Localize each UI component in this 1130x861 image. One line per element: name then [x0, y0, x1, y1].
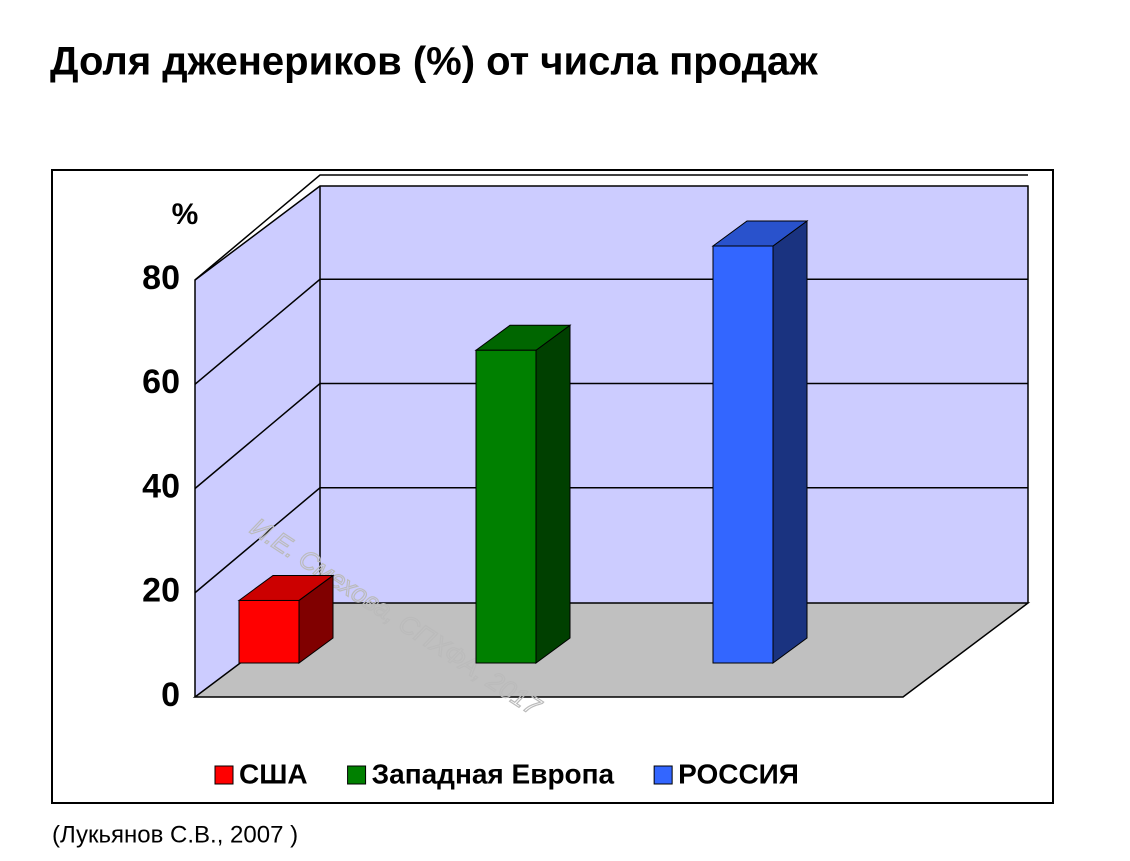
chart-title: Доля дженериков (%) от числа продаж — [50, 40, 818, 84]
legend-swatch — [214, 765, 234, 785]
legend-swatch — [653, 765, 673, 785]
back-wall — [195, 186, 1028, 697]
y-tick-label: 0 — [161, 676, 180, 714]
bar-side — [535, 324, 571, 664]
y-tick-label: 40 — [142, 467, 180, 505]
legend-swatch — [347, 765, 367, 785]
bar — [475, 349, 537, 664]
bar — [238, 599, 300, 664]
grid-line — [194, 174, 1028, 281]
source-note: (Лукьянов С.В., 2007 ) — [52, 821, 298, 848]
y-tick-label: 60 — [142, 363, 180, 401]
bar — [712, 245, 774, 664]
legend-label: РОССИЯ — [678, 758, 799, 789]
y-axis-label: % — [172, 198, 199, 231]
legend-label: Западная Европа — [372, 758, 615, 789]
y-tick-label: 20 — [142, 572, 180, 610]
legend-label: США — [239, 758, 308, 789]
y-tick-label: 80 — [142, 259, 180, 297]
bar-side — [772, 220, 808, 664]
